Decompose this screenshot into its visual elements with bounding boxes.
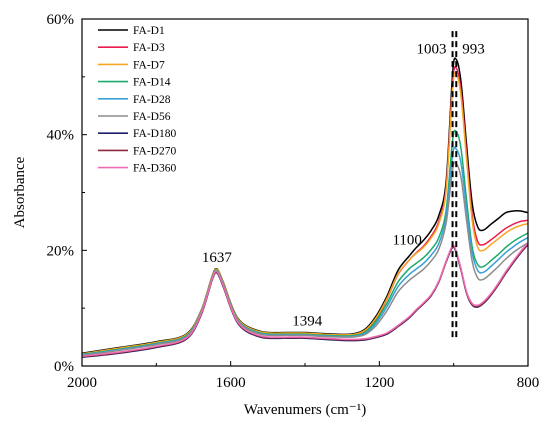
x-axis: 2000 1600 1200 800 [67, 361, 539, 391]
legend-label: FA-D270 [133, 145, 176, 157]
peak-label-993: 993 [462, 42, 485, 58]
peak-annotations: 1637 1394 1100 1003 993 [202, 42, 485, 330]
y-tick-label: 20% [47, 243, 75, 259]
legend-label: FA-D1 [133, 25, 165, 37]
series-line-fa-d270 [81, 243, 529, 358]
x-tick-label: 800 [517, 375, 540, 391]
y-tick-label: 40% [47, 128, 75, 144]
x-tick-label: 1200 [364, 375, 394, 391]
series-line-fa-d7 [81, 72, 529, 355]
series-lines [81, 57, 529, 359]
x-axis-label: Wavenumers (cm⁻¹) [244, 402, 366, 418]
legend-label: FA-D28 [133, 94, 171, 106]
x-tick-label: 2000 [67, 375, 97, 391]
peak-label-1394: 1394 [292, 314, 323, 330]
legend-label: FA-D7 [133, 59, 165, 71]
legend-label: FA-D3 [133, 42, 165, 54]
peak-label-1100: 1100 [392, 233, 421, 249]
series-line-fa-d180 [81, 244, 529, 359]
y-tick-label: 0% [54, 359, 74, 375]
y-axis: 0% 20% 40% 60% [47, 12, 87, 375]
series-line-fa-d3 [81, 66, 529, 356]
y-axis-label: Absorbance [12, 156, 28, 228]
legend: FA-D1 FA-D3 FA-D7 FA-D14 FA-D28 FA-D56 FA-D180… [98, 25, 176, 175]
peak-label-1003: 1003 [417, 42, 447, 58]
peak-label-1637: 1637 [202, 250, 233, 266]
legend-label: FA-D14 [133, 77, 171, 89]
legend-label: FA-D180 [133, 128, 176, 140]
reference-lines [451, 30, 458, 338]
y-tick-label: 60% [47, 12, 75, 28]
legend-label: FA-D56 [133, 111, 171, 123]
x-tick-label: 1600 [216, 375, 246, 391]
legend-label: FA-D360 [133, 163, 176, 175]
series-line-fa-d360 [81, 242, 529, 357]
